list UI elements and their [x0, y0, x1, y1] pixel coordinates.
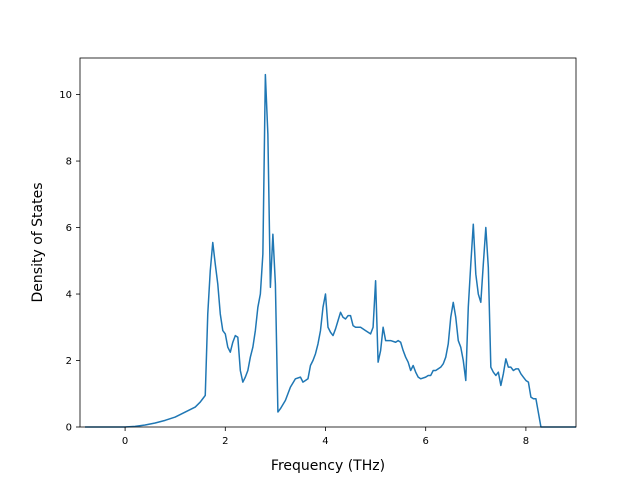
y-axis-label: Density of States — [30, 183, 46, 303]
dos-series-line-0 — [85, 73, 576, 428]
plot-frame — [79, 57, 577, 428]
y-tick-label: 10 — [59, 90, 72, 101]
y-tick-label: 0 — [66, 423, 72, 434]
y-tick-label: 6 — [66, 223, 72, 234]
y-tick-label: 4 — [66, 290, 72, 301]
x-tick-label: 8 — [523, 436, 529, 447]
y-tick-label: 2 — [66, 356, 72, 367]
y-axis-ticks: 0 2 4 6 8 10 — [59, 90, 80, 434]
x-tick-label: 6 — [423, 436, 429, 447]
plot-area — [85, 73, 576, 428]
x-tick-label: 4 — [322, 436, 328, 447]
y-tick-label: 8 — [66, 157, 72, 168]
x-axis-ticks: 0 2 4 6 8 — [122, 427, 529, 447]
x-axis-label: Frequency (THz) — [271, 458, 385, 474]
x-tick-label: 0 — [122, 436, 128, 447]
x-tick-label: 2 — [222, 436, 228, 447]
